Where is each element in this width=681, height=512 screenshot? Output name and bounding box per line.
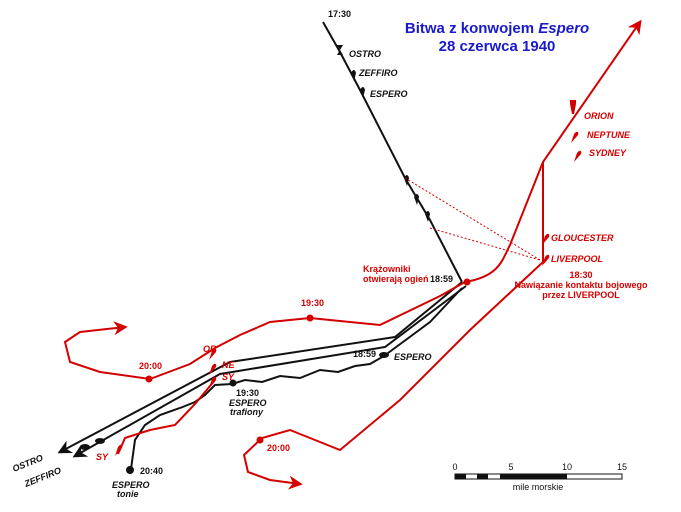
british-1930-marker <box>306 314 314 322</box>
espero-hit-marker <box>229 379 237 387</box>
sydney-label: SYDNEY <box>589 148 627 158</box>
zeffiro-end-label: ZEFFIRO <box>22 465 62 489</box>
neptune-ship-icon <box>571 131 579 143</box>
scale-seg-4 <box>511 474 567 479</box>
scale-bar: 0 5 10 15 mile morskie <box>452 462 627 492</box>
cruisers-fire-note-2: otwierają ogień <box>363 274 429 284</box>
italian-convoy-tracks <box>57 21 467 470</box>
map-title-line1: Bitwa z konwojem Espero <box>405 20 589 37</box>
scale-seg-2 <box>477 474 488 479</box>
scale-tick-5: 5 <box>508 462 513 472</box>
time-2000-right: 20:00 <box>267 443 290 453</box>
or-ship-icon <box>209 348 217 360</box>
orion-label: ORION <box>584 111 614 121</box>
time-1930-red: 19:30 <box>301 298 324 308</box>
orion-ship-icon <box>570 100 576 114</box>
ostro-track <box>57 281 463 454</box>
map-title-date: 28 czerwca 1940 <box>439 38 556 55</box>
british-2000-right-marker <box>256 436 264 444</box>
time-2000-left: 20:00 <box>139 361 162 371</box>
contact-note-2: przez LIVERPOOL <box>542 290 620 300</box>
ostro-ship-icon <box>337 45 343 55</box>
espero-wavy-track <box>231 355 385 385</box>
time-2040: 20:40 <box>140 466 163 476</box>
time-1830: 18:30 <box>569 270 592 280</box>
liverpool-southwest-track <box>242 261 544 490</box>
ne-label: NE <box>222 360 235 370</box>
zeffiro-label: ZEFFIRO <box>358 68 398 78</box>
espero-label: ESPERO <box>370 89 408 99</box>
zeffiro-track <box>72 285 467 458</box>
scale-seg-1 <box>455 474 466 479</box>
italian-main-track <box>322 21 463 283</box>
espero-1859-marker <box>379 352 389 358</box>
zeffiro-end-marker <box>80 444 90 450</box>
espero-sinks-marker <box>126 466 134 474</box>
sy-ship-icon <box>209 376 217 388</box>
espero-1859-label: ESPERO <box>394 352 432 362</box>
espero-sinking-track <box>130 383 233 470</box>
cruisers-fire-note-1: Krążowniki <box>363 264 411 274</box>
sy-end-ship-icon <box>115 444 123 456</box>
neptune-label: NEPTUNE <box>587 130 631 140</box>
british-2000-left-marker <box>145 375 153 383</box>
ne-ship-icon <box>209 363 217 375</box>
british-westward-track <box>63 281 466 381</box>
sydney-ship-icon <box>574 150 582 162</box>
gloucester-label: GLOUCESTER <box>551 233 614 243</box>
british-squadron-tracks <box>63 19 642 490</box>
time-1730: 17:30 <box>328 9 351 19</box>
time-1859-cruisers: 18:59 <box>430 274 453 284</box>
liverpool-ship-icon <box>542 254 550 266</box>
sy-label: SY <box>222 372 235 382</box>
scale-unit: mile morskie <box>513 482 564 492</box>
espero-sinks-label-2: tonie <box>117 489 139 499</box>
ship-icon-mid-2 <box>414 194 419 205</box>
british-ship-markers <box>115 100 582 456</box>
espero-hit-label-2: trafiony <box>230 407 264 417</box>
scale-tick-15: 15 <box>617 462 627 472</box>
contact-note-1: Nawiązanie kontaktu bojowego <box>514 280 648 290</box>
espero-sinks-label-1: ESPERO <box>112 480 150 490</box>
ostro-end-label: OSTRO <box>11 453 44 474</box>
scale-tick-0: 0 <box>452 462 457 472</box>
ostro-label: OSTRO <box>349 49 381 59</box>
scale-seg-3 <box>500 474 511 479</box>
scale-tick-10: 10 <box>562 462 572 472</box>
time-1930-black: 19:30 <box>236 388 259 398</box>
ship-icon-mid-3 <box>425 211 430 222</box>
or-label: OR <box>203 344 217 354</box>
espero-ship-icon <box>360 87 365 98</box>
zeffiro-ship-icon <box>351 70 356 81</box>
sy-end-label: SY <box>96 452 109 462</box>
cruisers-fire-marker <box>463 278 471 286</box>
espero-track <box>383 287 463 357</box>
gloucester-ship-icon <box>542 233 550 245</box>
british-approach-track <box>464 19 642 283</box>
liverpool-label: LIVERPOOL <box>551 254 603 264</box>
ostro-end-marker <box>95 438 105 444</box>
sydney-southwest-track <box>117 379 216 455</box>
line-of-fire <box>404 177 541 261</box>
time-1859-espero: 18:59 <box>353 349 376 359</box>
fire-line-2 <box>429 227 541 261</box>
espero-hit-label-1: ESPERO <box>229 398 267 408</box>
